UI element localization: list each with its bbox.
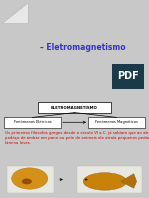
Text: Os primeiros filósofos gregos desde o século VI a.C. já sabiam que ao atrirar um: Os primeiros filósofos gregos desde o sé… — [5, 131, 149, 145]
Polygon shape — [121, 174, 137, 188]
Text: – Eletromagnetismo: – Eletromagnetismo — [40, 43, 125, 52]
FancyBboxPatch shape — [88, 117, 145, 128]
FancyBboxPatch shape — [7, 166, 54, 193]
Ellipse shape — [83, 173, 127, 190]
Ellipse shape — [85, 179, 87, 181]
Polygon shape — [2, 3, 28, 23]
Polygon shape — [2, 3, 28, 23]
FancyBboxPatch shape — [4, 117, 61, 128]
Text: ELETROMAGNETISMO: ELETROMAGNETISMO — [51, 106, 98, 110]
Ellipse shape — [22, 179, 32, 184]
Text: Fenômenos Elétricos: Fenômenos Elétricos — [14, 120, 51, 124]
Text: Fenômenos Magnéticos: Fenômenos Magnéticos — [95, 120, 138, 124]
Ellipse shape — [12, 168, 48, 189]
FancyBboxPatch shape — [38, 102, 111, 113]
FancyBboxPatch shape — [77, 166, 142, 193]
FancyBboxPatch shape — [112, 64, 144, 89]
Text: PDF: PDF — [117, 71, 139, 82]
